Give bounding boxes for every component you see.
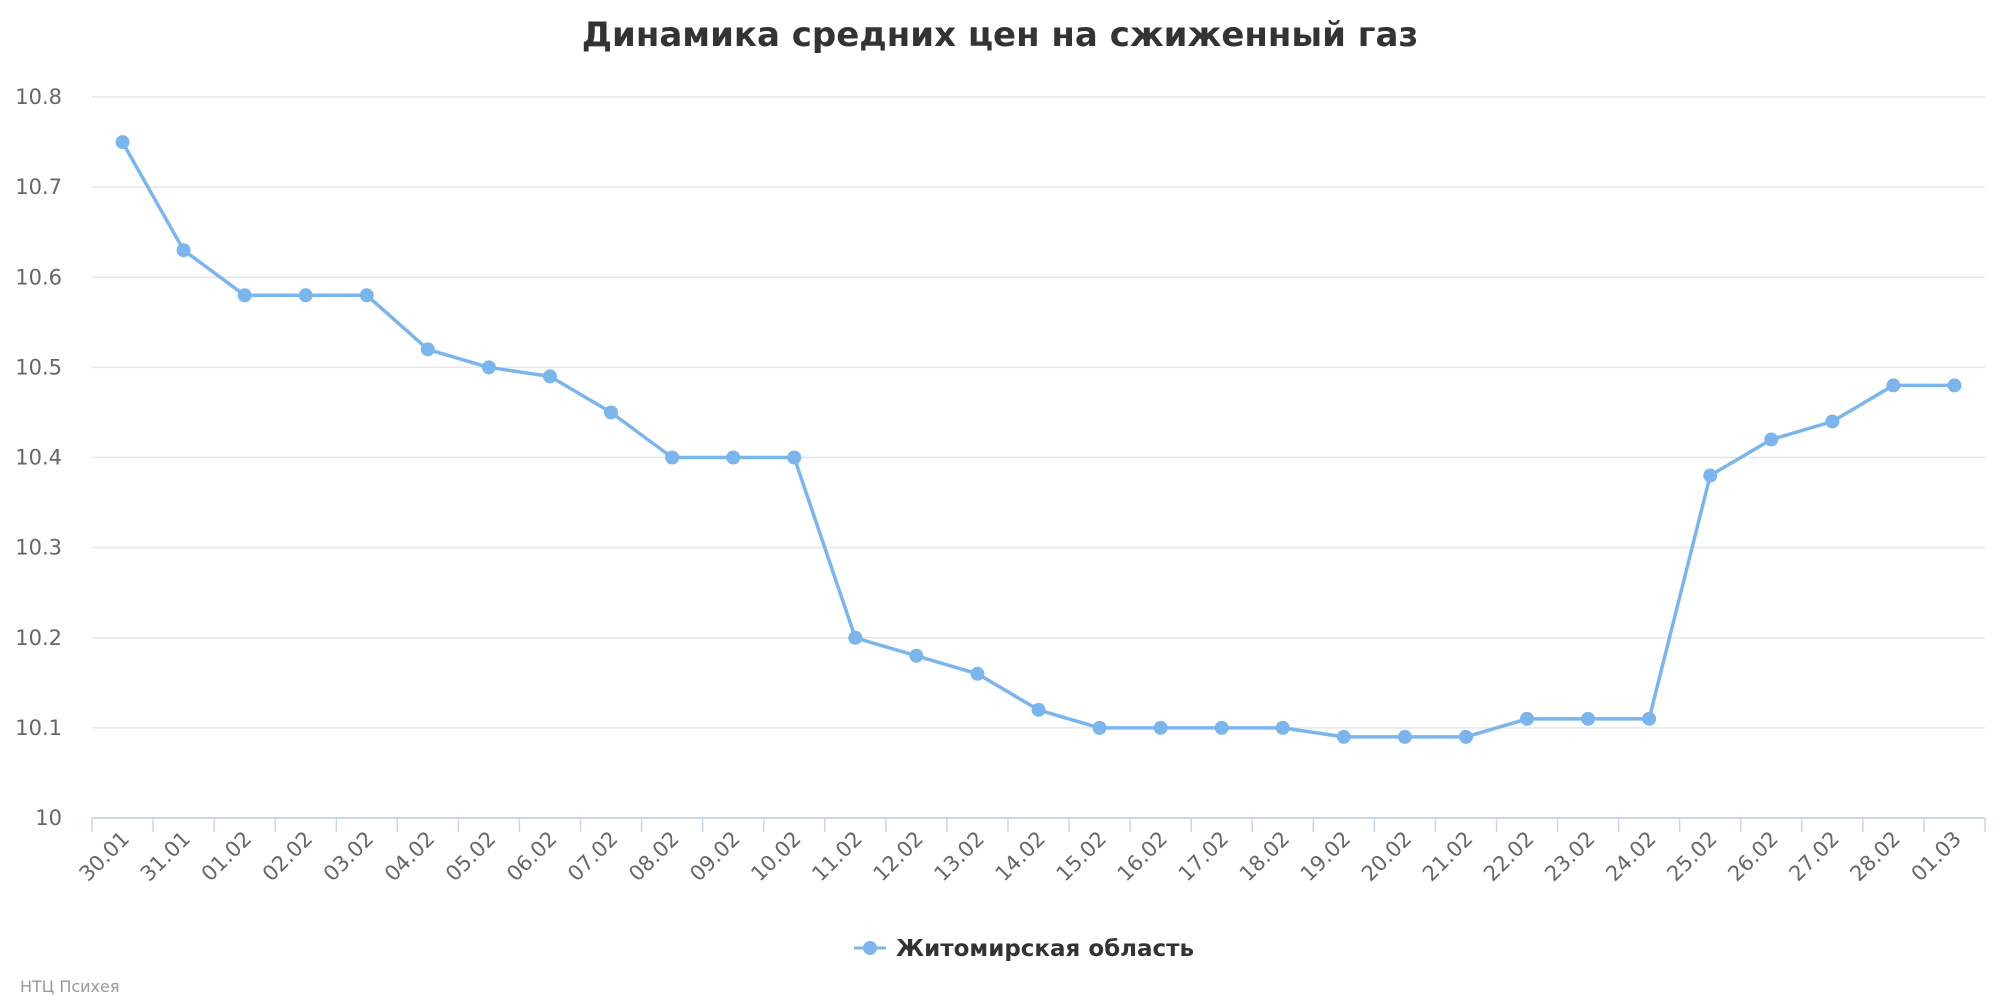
x-tick-label: 25.02 — [1662, 827, 1721, 886]
x-tick-label: 23.02 — [1540, 827, 1599, 886]
data-point[interactable] — [1581, 711, 1596, 726]
legend-item-label[interactable]: Житомирская область — [896, 936, 1194, 962]
data-point[interactable] — [115, 135, 130, 150]
data-point[interactable] — [1397, 729, 1412, 744]
data-point[interactable] — [359, 288, 374, 303]
x-tick-label: 01.02 — [197, 827, 256, 886]
x-tick-label: 05.02 — [441, 827, 500, 886]
data-point[interactable] — [665, 450, 680, 465]
x-tick-label: 04.02 — [380, 827, 439, 886]
x-tick-label: 28.02 — [1845, 827, 1904, 886]
data-point[interactable] — [237, 288, 252, 303]
y-tick-label: 10.1 — [15, 716, 62, 740]
y-tick-label: 10.6 — [15, 265, 62, 289]
x-tick-label: 16.02 — [1113, 827, 1172, 886]
data-point[interactable] — [1825, 414, 1840, 429]
data-point[interactable] — [176, 243, 191, 258]
data-point[interactable] — [420, 342, 435, 357]
x-tick-label: 17.02 — [1174, 827, 1233, 886]
x-tick-label: 03.02 — [319, 827, 378, 886]
data-point[interactable] — [1947, 378, 1962, 393]
data-point[interactable] — [1703, 468, 1718, 483]
x-tick-label: 20.02 — [1357, 827, 1416, 886]
data-point[interactable] — [1520, 711, 1535, 726]
data-point[interactable] — [1092, 720, 1107, 735]
y-tick-label: 10.7 — [15, 175, 62, 199]
legend-marker-icon — [863, 941, 877, 955]
data-point[interactable] — [1275, 720, 1290, 735]
data-point[interactable] — [726, 450, 741, 465]
y-tick-label: 10.4 — [15, 446, 62, 470]
x-tick-label: 08.02 — [624, 827, 683, 886]
grid — [92, 96, 1985, 729]
x-tick-label: 19.02 — [1296, 827, 1355, 886]
x-tick-label: 13.02 — [929, 827, 988, 886]
x-tick-label: 09.02 — [685, 827, 744, 886]
x-axis: 30.01 31.01 01.02 02.02 03.02 04.02 05.02 06.02… — [75, 817, 1986, 886]
x-tick-label: 18.02 — [1235, 827, 1294, 886]
x-tick-label: 07.02 — [563, 827, 622, 886]
y-tick-label: 10.2 — [15, 626, 62, 650]
data-point[interactable] — [298, 288, 313, 303]
legend[interactable]: Житомирская область — [854, 936, 1194, 962]
data-point[interactable] — [604, 405, 619, 420]
credits: НТЦ Психея — [20, 977, 119, 996]
data-point[interactable] — [1153, 720, 1168, 735]
x-tick-label: 02.02 — [258, 827, 317, 886]
x-tick-label: 14.02 — [991, 827, 1050, 886]
data-point[interactable] — [909, 648, 924, 663]
chart-title: Динамика средних цен на сжиженный газ — [582, 15, 1419, 55]
x-tick-label: 31.01 — [136, 827, 195, 886]
x-tick-label: 12.02 — [868, 827, 927, 886]
data-point[interactable] — [481, 360, 496, 375]
data-point[interactable] — [1214, 720, 1229, 735]
x-tick-label: 24.02 — [1601, 827, 1660, 886]
x-tick-label: 22.02 — [1479, 827, 1538, 886]
data-point[interactable] — [1642, 711, 1657, 726]
y-tick-label: 10.8 — [15, 85, 62, 109]
data-point[interactable] — [1764, 432, 1779, 447]
x-tick-label: 30.01 — [75, 827, 134, 886]
y-tick-label: 10.3 — [15, 536, 62, 560]
data-point[interactable] — [848, 630, 863, 645]
y-axis: 10 10.1 10.2 10.3 10.4 10.5 10.6 10.7 10.8 — [15, 85, 62, 830]
data-point[interactable] — [542, 369, 557, 384]
data-point[interactable] — [1458, 729, 1473, 744]
y-tick-label: 10.5 — [15, 355, 62, 379]
y-tick-label: 10 — [35, 806, 62, 830]
series-plot[interactable] — [115, 135, 1962, 744]
data-point[interactable] — [970, 666, 985, 681]
series-line — [120, 140, 1957, 739]
data-point[interactable] — [1886, 378, 1901, 393]
x-tick-label: 21.02 — [1418, 827, 1477, 886]
x-tick-label: 27.02 — [1784, 827, 1843, 886]
x-tick-label: 06.02 — [502, 827, 561, 886]
data-point[interactable] — [1336, 729, 1351, 744]
x-tick-label: 10.02 — [746, 827, 805, 886]
x-tick-label: 01.03 — [1907, 827, 1966, 886]
x-tick-label: 15.02 — [1052, 827, 1111, 886]
data-point[interactable] — [1031, 702, 1046, 717]
x-tick-label: 11.02 — [807, 827, 866, 886]
data-point[interactable] — [787, 450, 802, 465]
x-tick-label: 26.02 — [1723, 827, 1782, 886]
